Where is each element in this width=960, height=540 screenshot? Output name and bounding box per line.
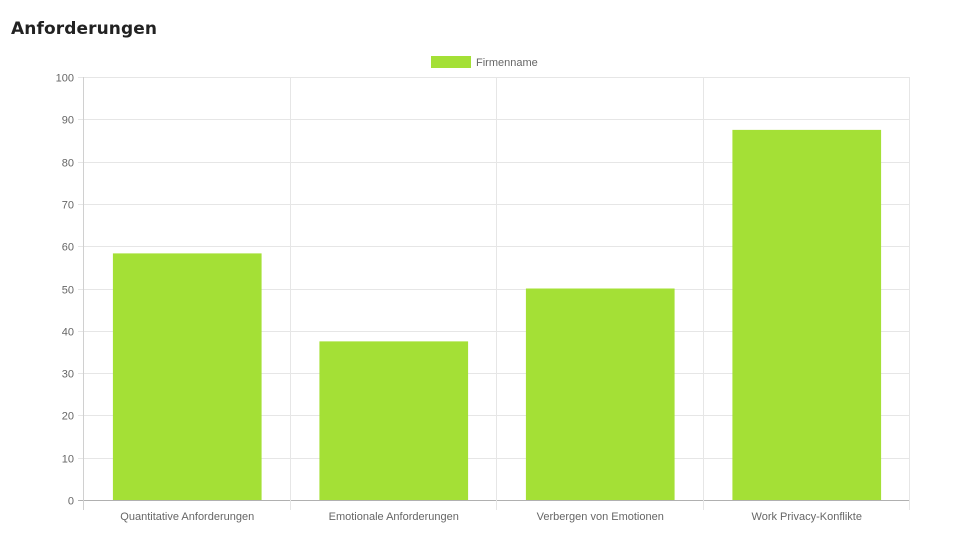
bars: [112, 129, 882, 501]
y-tick-label: 50: [62, 285, 74, 297]
bar[interactable]: [112, 253, 262, 500]
y-tick-label: 30: [62, 369, 74, 381]
legend-label: Firmenname: [476, 57, 538, 69]
y-tick-label: 10: [62, 454, 74, 466]
y-tick-label: 20: [62, 411, 74, 423]
legend-swatch: [431, 56, 471, 68]
y-axis: 0 10 20 30 40 50 60 70 80 90 100: [56, 73, 74, 508]
y-tick-label: 0: [68, 496, 74, 508]
y-tick-label: 90: [62, 115, 74, 127]
bar[interactable]: [319, 341, 469, 500]
y-tick-label: 80: [62, 158, 74, 170]
x-tick-label: Work Privacy-Konflikte: [752, 511, 862, 523]
x-tick-label: Verbergen von Emotionen: [537, 511, 664, 523]
bar[interactable]: [732, 129, 882, 500]
y-tick-label: 60: [62, 242, 74, 254]
page-title: Anforderungen: [11, 19, 158, 39]
x-tick-label: Quantitative Anforderungen: [120, 511, 254, 523]
bar[interactable]: [525, 288, 675, 501]
x-axis: Quantitative Anforderungen Emotionale Anf…: [120, 511, 862, 523]
y-tick-label: 100: [56, 73, 74, 85]
chart-legend[interactable]: Firmenname: [431, 56, 538, 69]
x-tick-label: Emotionale Anforderungen: [329, 511, 459, 523]
y-tick-label: 40: [62, 327, 74, 339]
y-tick-label: 70: [62, 200, 74, 212]
